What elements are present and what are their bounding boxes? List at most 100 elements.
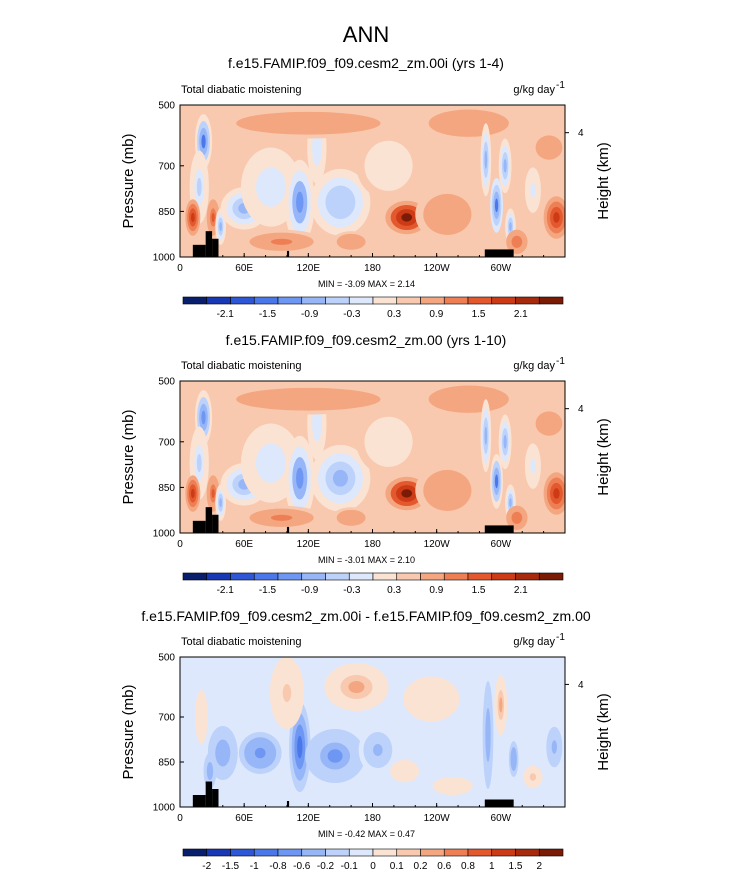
colorbar-label: -1.5 [259, 309, 277, 320]
topography-block [212, 238, 219, 257]
field-contour-18-4 [494, 474, 499, 489]
x-tick-label: 60E [235, 263, 253, 274]
x-tick-label: 120E [297, 813, 321, 824]
colorbar-swatch [325, 572, 350, 581]
units-exponent: -1 [556, 632, 565, 643]
colorbar-swatch [348, 572, 374, 581]
colorbar-swatch [230, 572, 255, 581]
panel-1: f.e15.FAMIP.f09_f09.cesm2_zm.00i (yrs 1-… [120, 55, 612, 320]
colorbar-swatch [301, 848, 326, 857]
colorbar-label: 2.1 [514, 585, 528, 596]
topography-block [286, 801, 290, 807]
x-tick-label: 60W [491, 813, 512, 824]
topography-block [484, 525, 514, 533]
colorbar-swatch [491, 572, 516, 581]
field-contour-4-4 [373, 744, 383, 756]
colorbar-swatch [230, 848, 255, 857]
colorbar-label: 0.3 [387, 309, 401, 320]
field-contour-2-4 [297, 735, 303, 759]
field-contour-6-4 [263, 453, 279, 473]
x-tick-label: 120W [424, 539, 451, 550]
field-contour-17-4 [484, 150, 488, 169]
y-axis-label-right: Height (km) [595, 142, 612, 220]
colorbar-label: 0.3 [387, 585, 401, 596]
topography-block [205, 507, 213, 533]
x-tick-label: 60E [235, 539, 253, 550]
field-contour-19-4 [503, 434, 507, 449]
colorbar-label: -2 [202, 861, 211, 872]
y-tick-label: 700 [158, 161, 175, 172]
field-contour-14-4 [439, 207, 456, 222]
field-contour-5-4 [282, 684, 292, 702]
left-label: Total diabatic moistening [181, 84, 301, 96]
field-contour-15-4 [551, 740, 557, 754]
field-contour-4-4 [219, 498, 222, 508]
colorbar-swatch [538, 296, 564, 305]
x-tick-label: 60E [235, 813, 253, 824]
colorbar-label: -0.2 [317, 861, 335, 872]
field-contour-9-4 [332, 193, 348, 211]
y-tick-label: 500 [158, 101, 175, 112]
colorbar-swatch [491, 296, 516, 305]
field-contour-13-4 [401, 489, 413, 498]
panel-title: f.e15.FAMIP.f09_f09.cesm2_zm.00i - f.e15… [141, 608, 590, 624]
field-plot [180, 381, 565, 533]
colorbar-label: 1 [489, 861, 495, 872]
field-contour-0-4 [219, 746, 227, 760]
field-contour-1-4 [196, 177, 202, 197]
units-exponent: -1 [556, 80, 565, 91]
colorbar-swatch [253, 572, 279, 581]
colorbar-label: 2.1 [514, 309, 528, 320]
topography-block [205, 231, 213, 257]
colorbar-swatch [348, 296, 374, 305]
x-tick-label: 60W [491, 539, 512, 550]
y-axis-label-right: Height (km) [595, 418, 612, 496]
field-contour-16-4 [455, 394, 483, 404]
field-contour-7-4 [296, 467, 304, 489]
x-tick-label: 0 [177, 813, 183, 824]
field-contour-24-4 [542, 417, 556, 430]
field-contour-21-4 [530, 182, 536, 198]
colorbar-label: -0.9 [301, 585, 319, 596]
left-label: Total diabatic moistening [181, 636, 301, 648]
field-contour-16-4 [455, 118, 483, 128]
x-tick-label: 60W [491, 263, 512, 274]
colorbar-swatch [396, 572, 421, 581]
colorbar-label: 1.5 [509, 861, 523, 872]
topography-block [212, 514, 219, 533]
y-right-tick-label: 4 [578, 128, 584, 139]
topography-block [286, 526, 290, 533]
colorbar-label: 0.8 [461, 861, 475, 872]
field-contour-22-4 [553, 488, 560, 499]
colorbar-swatch [325, 848, 350, 857]
colorbar-swatch [301, 296, 326, 305]
field-contour-12-4 [499, 697, 503, 713]
colorbar-swatch [182, 296, 208, 305]
colorbar-label: -1 [250, 861, 259, 872]
field-contour-23-4 [514, 514, 520, 521]
colorbar-label: -0.6 [293, 861, 311, 872]
colorbar-swatch [277, 296, 303, 305]
colorbar-label: -0.9 [301, 309, 319, 320]
field-plot [180, 105, 565, 257]
colorbar-label: 0.2 [414, 861, 428, 872]
field-contour-1-4 [196, 453, 202, 473]
colorbar-label: -1.5 [222, 861, 240, 872]
field-contour-1-4 [254, 747, 266, 759]
y-axis-label: Pressure (mb) [120, 684, 137, 779]
topography-block [205, 781, 213, 807]
field-contour-10-4 [270, 514, 293, 521]
colorbar-swatch [206, 296, 231, 305]
field-contour-15-4 [284, 119, 333, 128]
x-tick-label: 0 [177, 539, 183, 550]
y-axis-label: Pressure (mb) [120, 409, 137, 504]
field-contour-11-4 [486, 721, 490, 749]
colorbar-swatch [372, 848, 398, 857]
colorbar-swatch [372, 296, 398, 305]
field-contour-13-4 [512, 753, 516, 765]
y-tick-label: 1000 [153, 803, 176, 814]
colorbar-swatch [301, 572, 326, 581]
field-contour-13-4 [401, 213, 413, 222]
colorbar-swatch [396, 848, 421, 857]
